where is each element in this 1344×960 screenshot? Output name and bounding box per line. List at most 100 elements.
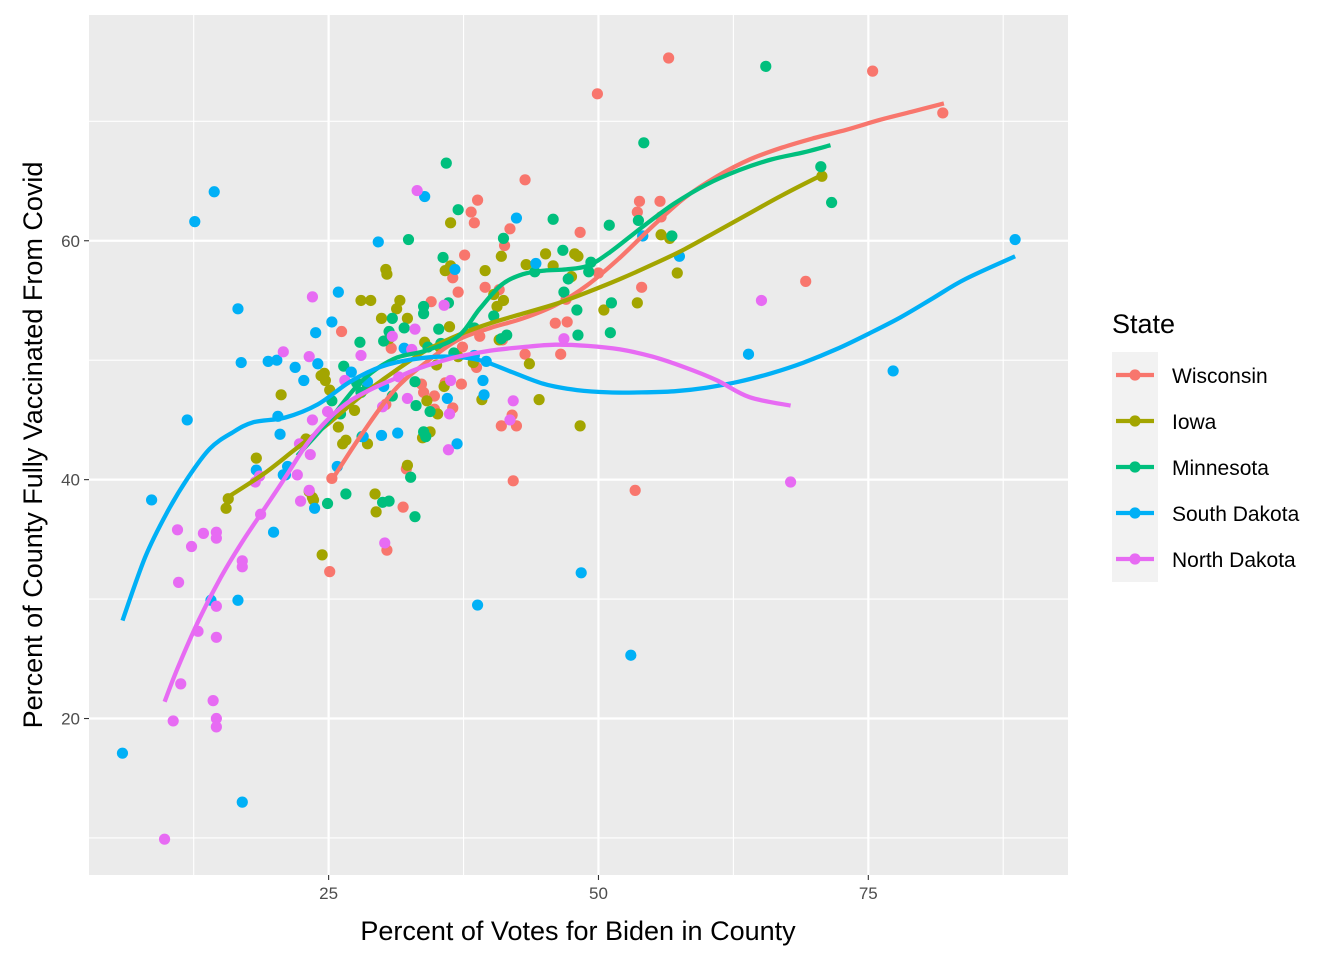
point-south-dakota — [274, 428, 286, 440]
point-iowa — [533, 394, 545, 406]
point-south-dakota — [471, 599, 484, 611]
point-wisconsin — [629, 484, 641, 496]
point-south-dakota — [449, 263, 461, 276]
point-iowa — [572, 250, 584, 262]
point-wisconsin — [465, 206, 477, 218]
point-north-dakota — [444, 374, 457, 387]
legend-label-south-dakota: South Dakota — [1172, 503, 1300, 526]
point-iowa — [598, 304, 610, 316]
point-iowa — [655, 229, 667, 241]
x-axis-ticks: 25 50 75 — [319, 875, 878, 903]
point-wisconsin — [452, 286, 464, 298]
point-north-dakota — [291, 469, 303, 481]
point-minnesota — [354, 336, 366, 348]
x-tick-label: 25 — [319, 884, 338, 903]
point-minnesota — [760, 60, 772, 72]
point-south-dakota — [887, 365, 899, 377]
legend-key-point-north-dakota — [1129, 553, 1141, 565]
point-north-dakota — [294, 495, 307, 507]
point-north-dakota — [210, 600, 222, 612]
point-north-dakota — [558, 333, 570, 345]
point-wisconsin — [574, 226, 586, 238]
point-wisconsin — [654, 195, 666, 207]
point-wisconsin — [479, 281, 491, 293]
point-minnesota — [603, 219, 615, 231]
point-north-dakota — [236, 561, 248, 573]
y-tick-label: 20 — [61, 710, 80, 729]
point-south-dakota — [625, 649, 637, 661]
point-minnesota — [571, 304, 583, 316]
point-north-dakota — [277, 346, 289, 358]
point-north-dakota — [210, 721, 222, 733]
point-minnesota — [583, 266, 595, 278]
x-tick-label: 75 — [859, 884, 878, 903]
point-iowa — [307, 494, 320, 506]
legend-key-point-iowa — [1129, 415, 1141, 427]
point-minnesota — [605, 297, 618, 309]
point-north-dakota — [401, 392, 414, 405]
point-south-dakota — [478, 389, 490, 401]
point-wisconsin — [631, 206, 643, 218]
point-wisconsin — [519, 174, 531, 186]
point-south-dakota — [232, 303, 244, 315]
point-wisconsin — [636, 281, 648, 293]
point-north-dakota — [172, 576, 185, 588]
point-north-dakota — [175, 678, 187, 690]
point-minnesota — [338, 360, 350, 372]
point-minnesota — [398, 322, 410, 334]
point-north-dakota — [411, 184, 423, 197]
point-iowa — [520, 259, 532, 271]
point-minnesota — [409, 376, 421, 388]
point-south-dakota — [530, 257, 542, 270]
point-iowa — [337, 438, 349, 450]
point-iowa — [391, 303, 403, 315]
point-wisconsin — [335, 325, 348, 338]
point-iowa — [523, 358, 535, 370]
point-south-dakota — [235, 356, 247, 369]
smooth-line-wisconsin — [331, 101, 945, 480]
point-minnesota — [815, 161, 827, 173]
point-iowa — [365, 294, 377, 307]
point-south-dakota — [267, 526, 280, 538]
point-north-dakota — [755, 294, 768, 307]
point-minnesota — [405, 471, 417, 483]
point-north-dakota — [158, 833, 171, 845]
point-north-dakota — [306, 414, 319, 426]
point-minnesota — [440, 157, 452, 169]
point-iowa — [370, 506, 382, 518]
point-minnesota — [340, 488, 352, 500]
x-tick-label: 50 — [589, 884, 608, 903]
point-iowa — [348, 404, 361, 416]
point-wisconsin — [455, 378, 467, 390]
point-minnesota — [488, 310, 500, 322]
point-wisconsin — [397, 501, 409, 513]
point-minnesota — [501, 329, 513, 341]
point-north-dakota — [504, 414, 516, 426]
point-minnesota — [383, 495, 395, 507]
smooth-line-minnesota — [295, 143, 832, 458]
point-wisconsin — [633, 195, 646, 207]
point-minnesota — [410, 399, 422, 412]
point-iowa — [381, 268, 393, 280]
point-wisconsin — [555, 348, 567, 360]
point-south-dakota — [441, 392, 453, 405]
point-north-dakota — [379, 537, 391, 549]
point-south-dakota — [575, 567, 587, 579]
point-north-dakota — [303, 351, 315, 363]
point-iowa — [375, 312, 388, 324]
point-minnesota — [557, 244, 569, 256]
point-north-dakota — [442, 444, 455, 456]
point-iowa — [401, 312, 414, 324]
point-minnesota — [386, 312, 398, 324]
point-north-dakota — [386, 330, 398, 342]
y-tick-label: 40 — [61, 471, 80, 490]
point-south-dakota — [236, 796, 248, 808]
point-wisconsin — [456, 341, 469, 353]
legend-key-point-minnesota — [1129, 461, 1141, 473]
point-south-dakota — [146, 494, 158, 506]
point-minnesota — [452, 204, 464, 216]
point-iowa — [479, 265, 491, 277]
point-minnesota — [409, 511, 421, 523]
point-minnesota — [497, 232, 510, 244]
legend-key-point-wisconsin — [1129, 369, 1141, 381]
